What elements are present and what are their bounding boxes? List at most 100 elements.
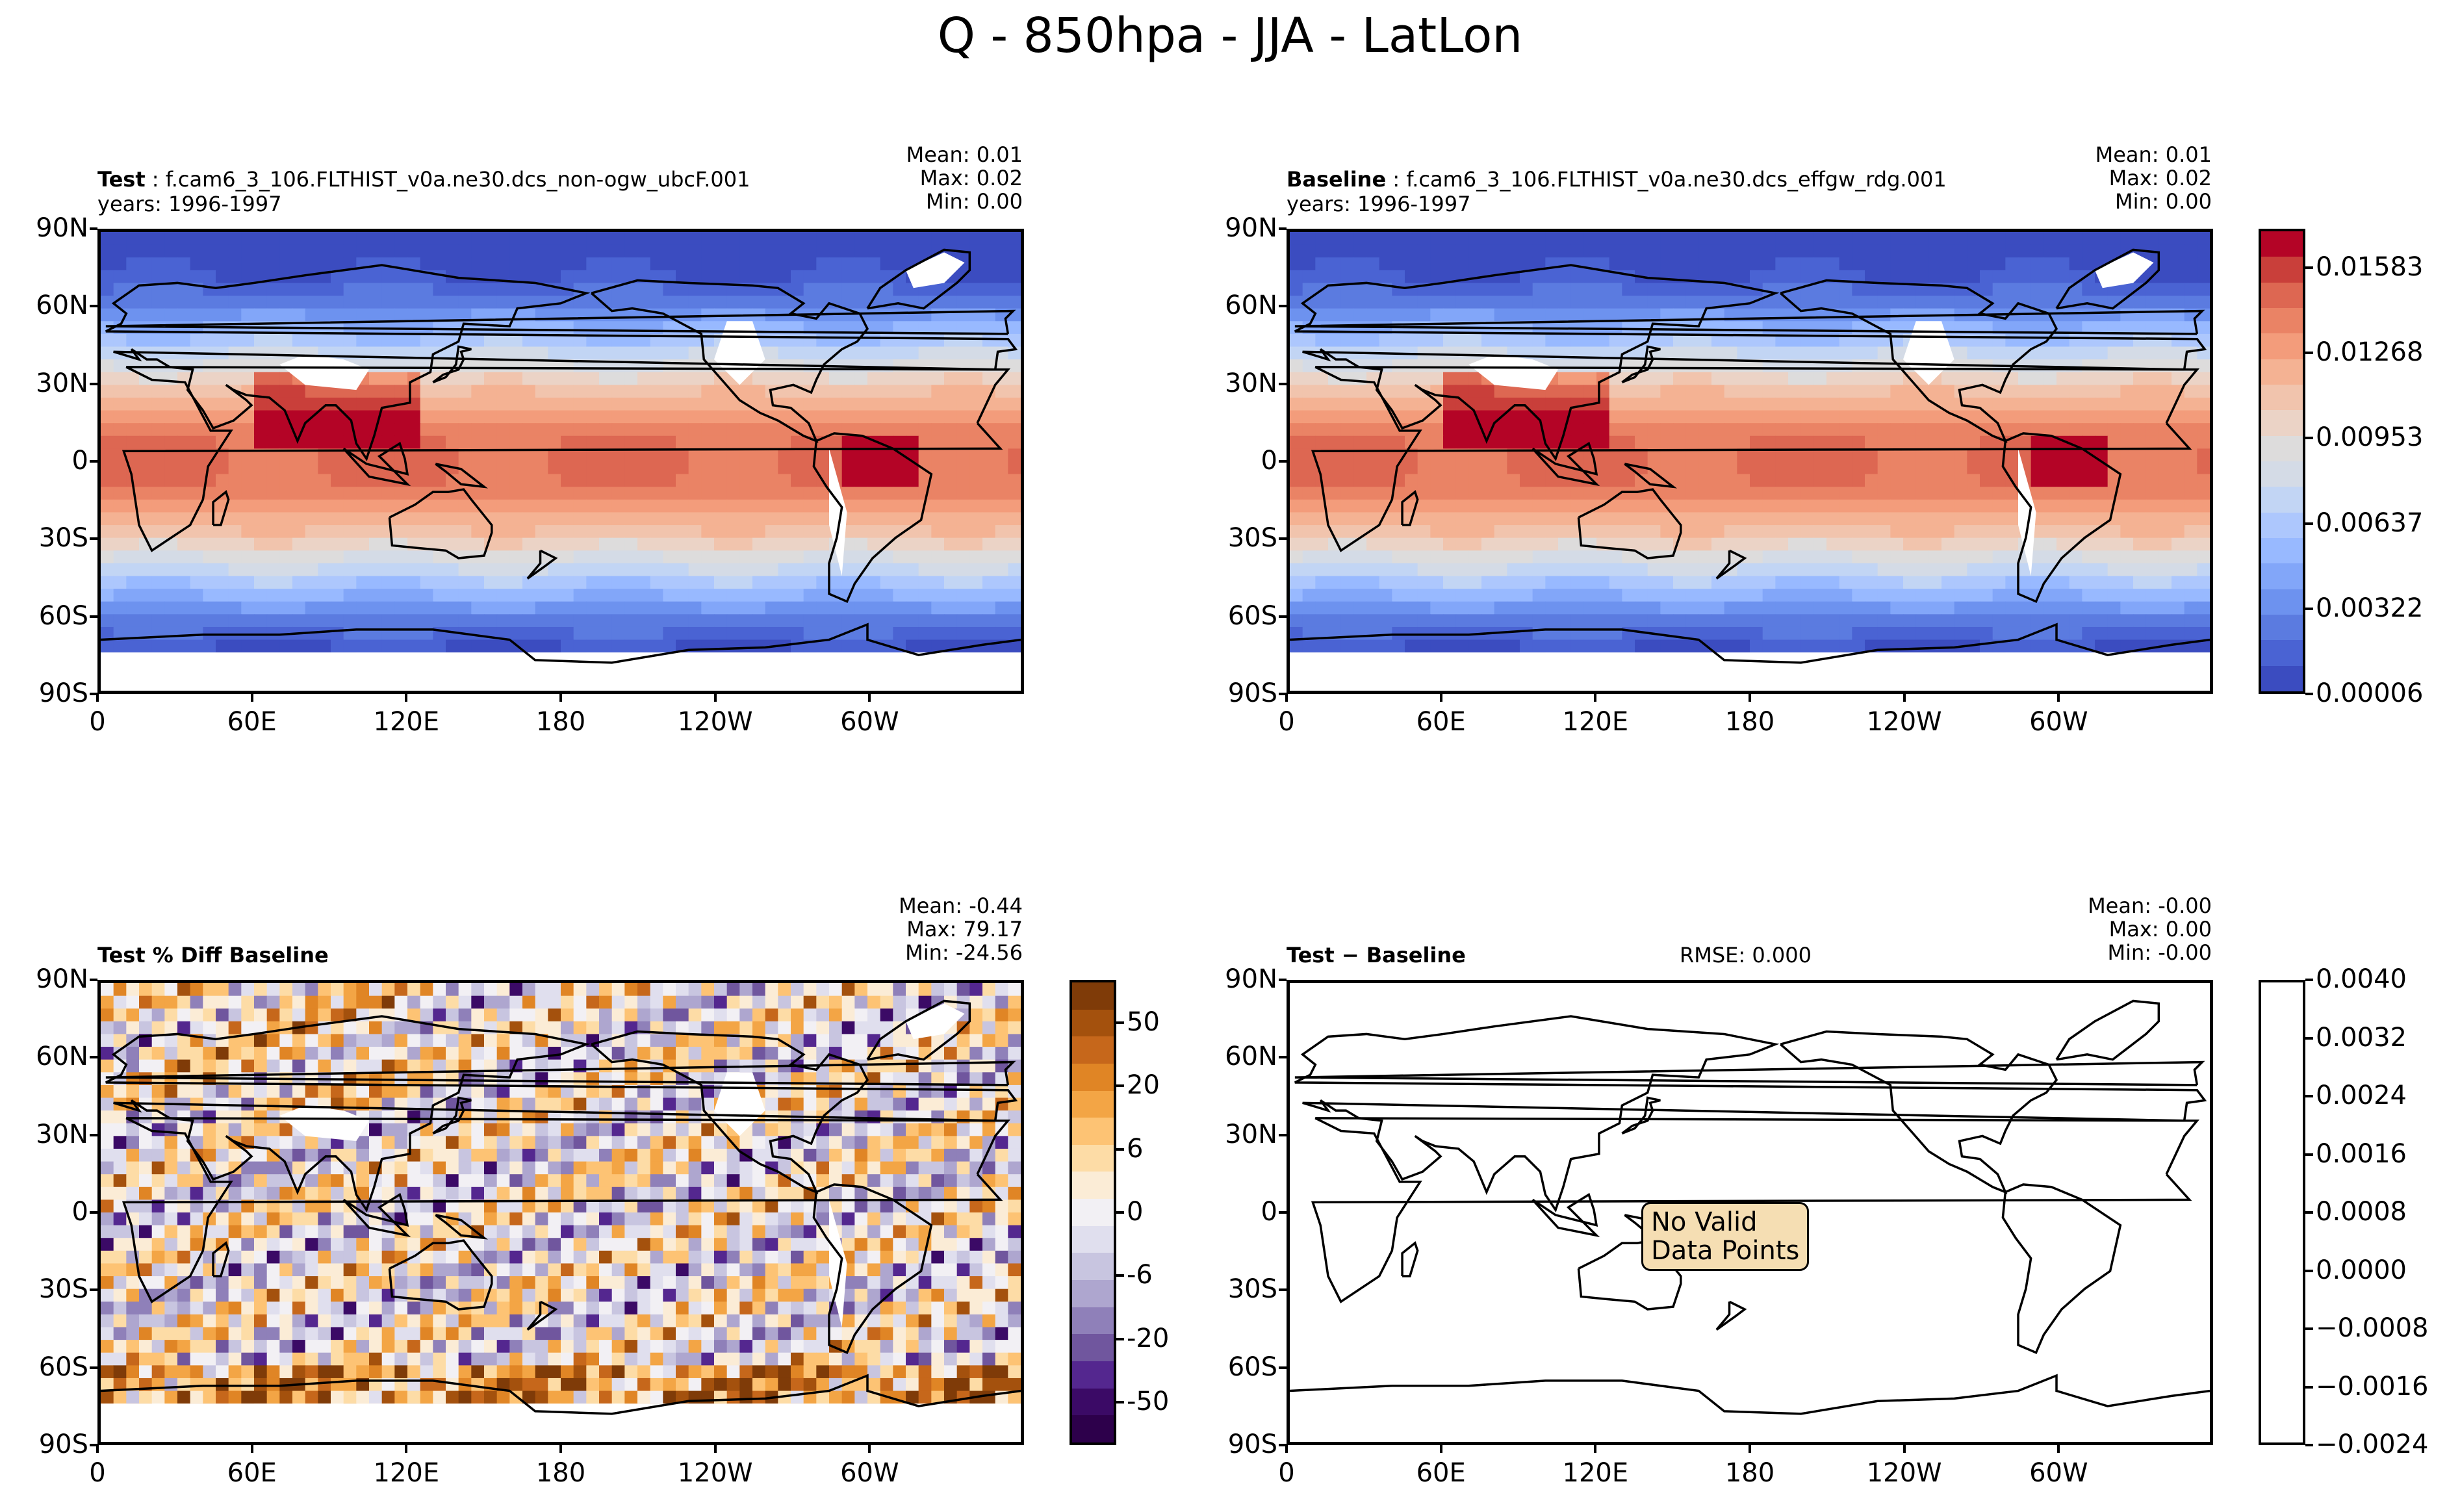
colorbar-tick: 0.0000 — [2316, 1255, 2407, 1285]
colorbar-segment — [2261, 231, 2303, 257]
panel-4-label: Test − Baseline — [1287, 943, 1466, 967]
colorbar-segment — [1072, 1199, 1114, 1226]
colorbar-segment — [2261, 589, 2303, 615]
lon-tick: 60W — [840, 1458, 899, 1488]
lat-tick: 60S — [1227, 1352, 1277, 1382]
lon-tick-mark — [1903, 694, 1906, 702]
colorbar-segment — [2261, 333, 2303, 359]
lat-tick: 90N — [36, 964, 88, 994]
lon-tick: 0 — [1278, 707, 1295, 737]
lat-tick-mark — [90, 1288, 97, 1292]
colorbar-tick-mark — [2305, 1095, 2313, 1097]
lat-tick-mark — [90, 305, 97, 308]
lat-tick-mark — [1279, 305, 1287, 308]
pct-diff-map-panel — [97, 980, 1024, 1445]
lon-tick: 60E — [1416, 707, 1466, 737]
lat-tick-mark — [1279, 382, 1287, 385]
colorbar-tick-mark — [2305, 266, 2313, 269]
colorbar-segment — [2261, 512, 2303, 538]
lat-tick: 90S — [38, 678, 88, 708]
lon-tick-mark — [2057, 1445, 2060, 1453]
lon-tick: 120E — [373, 707, 440, 737]
lat-tick-mark — [1279, 1288, 1287, 1292]
lat-tick: 60N — [36, 1042, 88, 1072]
lat-tick: 60S — [38, 1352, 88, 1382]
colorbar-segment — [2261, 665, 2303, 691]
colorbar-segment — [1072, 1090, 1114, 1118]
lat-tick: 30S — [1227, 523, 1277, 554]
colorbar-segment — [1072, 1307, 1114, 1335]
lat-tick-mark — [90, 979, 97, 981]
lon-tick: 180 — [535, 707, 586, 737]
lat-tick-mark — [90, 227, 97, 230]
lon-tick: 60E — [227, 707, 277, 737]
lat-tick-mark — [90, 460, 97, 463]
colorbar-tick: -6 — [1127, 1260, 1153, 1290]
lon-tick: 120W — [1866, 707, 1942, 737]
lat-tick-mark — [90, 537, 97, 541]
colorbar-segment — [2261, 537, 2303, 564]
colorbar-segment — [2261, 614, 2303, 641]
lat-tick-mark — [90, 382, 97, 385]
colorbar-segment — [1072, 1144, 1114, 1172]
lon-tick: 60E — [227, 1458, 277, 1488]
lat-tick: 60S — [38, 600, 88, 631]
colorbar-tick-mark — [2305, 1036, 2313, 1040]
lon-tick-mark — [250, 1445, 253, 1453]
lon-tick: 180 — [535, 1458, 586, 1488]
lon-tick-mark — [405, 694, 408, 702]
colorbar-tick: 0.0008 — [2316, 1197, 2407, 1227]
colorbar-tick-mark — [2305, 1385, 2313, 1389]
panel-2-years: years: 1996-1997 — [1287, 192, 1471, 216]
lon-tick: 0 — [89, 707, 106, 737]
lat-tick-mark — [90, 1444, 97, 1446]
lon-tick: 120E — [1562, 707, 1629, 737]
lat-tick: 0 — [1261, 446, 1277, 476]
colorbar-tick-mark — [2305, 352, 2313, 355]
colorbar-tick-mark — [2305, 1211, 2313, 1214]
lon-tick: 0 — [89, 1458, 106, 1488]
lon-tick-mark — [713, 1445, 717, 1453]
colorbar-tick: 20 — [1127, 1070, 1160, 1101]
colorbar-tick: −0.0008 — [2316, 1313, 2429, 1343]
lon-tick-mark — [250, 694, 253, 702]
lon-tick-mark — [1594, 1445, 1597, 1453]
panel-4-stats: Mean: -0.00 Max: 0.00 Min: -0.00 — [2088, 893, 2212, 965]
colorbar-segment — [1072, 1118, 1114, 1145]
colorbar-segment — [2261, 435, 2303, 461]
lon-tick: 120W — [1866, 1458, 1942, 1488]
lon-tick: 120E — [1562, 1458, 1629, 1488]
lat-tick-mark — [1279, 979, 1287, 981]
lon-tick-mark — [96, 1445, 99, 1453]
lat-tick-mark — [1279, 227, 1287, 230]
panel-4-rmse: RMSE: 0.000 — [1680, 943, 1812, 967]
colorbar-tick-mark — [1116, 1147, 1124, 1151]
colorbar-abs — [2259, 229, 2305, 694]
lon-tick-mark — [1749, 1445, 1751, 1453]
colorbar-segment — [1072, 1388, 1114, 1416]
lat-tick: 0 — [1261, 1197, 1277, 1227]
colorbar-segment — [1072, 982, 1114, 1010]
lat-tick: 30S — [1227, 1274, 1277, 1305]
lat-tick-mark — [1279, 1133, 1287, 1136]
lon-tick-mark — [1439, 694, 1442, 702]
lon-tick: 180 — [1724, 707, 1775, 737]
colorbar-segment — [1072, 1063, 1114, 1091]
figure-title: Q - 850hpa - JJA - LatLon — [937, 8, 1523, 64]
colorbar-tick-mark — [2305, 607, 2313, 610]
lat-tick: 60N — [36, 290, 88, 321]
pct-field — [101, 983, 1021, 1442]
colorbar-segment — [2261, 487, 2303, 513]
lat-tick: 60N — [1225, 290, 1277, 321]
panel-1-years: years: 1996-1997 — [97, 192, 282, 216]
colorbar-segment — [1072, 1253, 1114, 1281]
colorbar-tick: -20 — [1127, 1323, 1170, 1353]
lat-tick-mark — [1279, 1211, 1287, 1214]
lat-tick-mark — [90, 693, 97, 695]
colorbar-segment — [1072, 1036, 1114, 1064]
colorbar-tick-mark — [1116, 1084, 1124, 1088]
colorbar-tick: 50 — [1127, 1007, 1160, 1037]
colorbar-segment — [1072, 1334, 1114, 1361]
colorbar-tick: 0 — [1127, 1197, 1144, 1227]
lon-tick: 120E — [373, 1458, 440, 1488]
